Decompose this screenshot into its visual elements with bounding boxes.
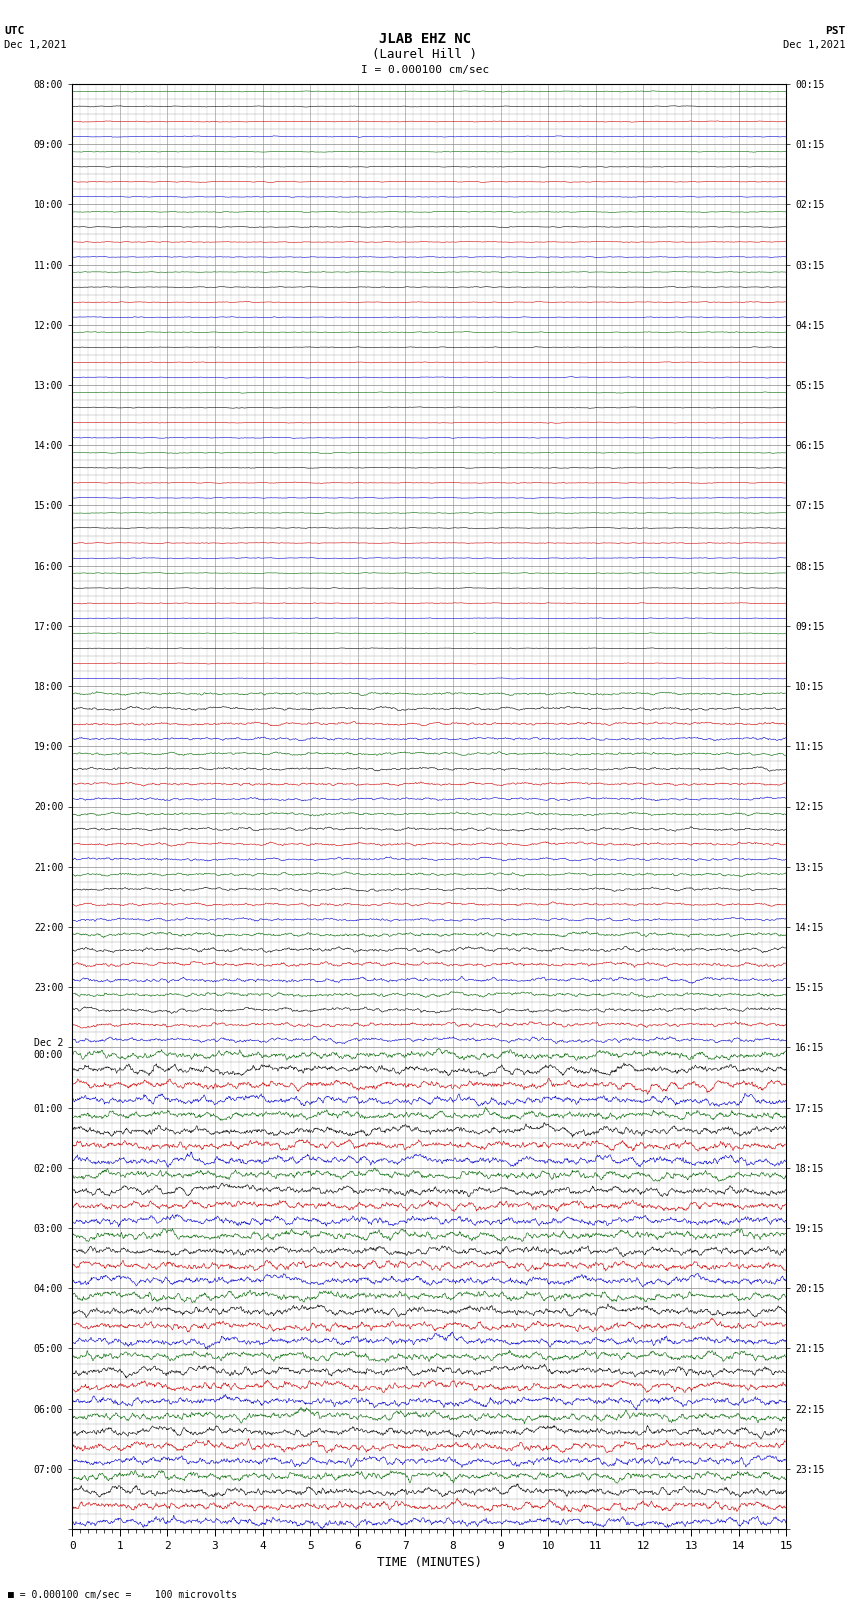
Text: Dec 1,2021: Dec 1,2021 [783, 40, 846, 50]
Text: PST: PST [825, 26, 846, 35]
X-axis label: TIME (MINUTES): TIME (MINUTES) [377, 1557, 482, 1569]
Text: Dec 1,2021: Dec 1,2021 [4, 40, 67, 50]
Text: I = 0.000100 cm/sec: I = 0.000100 cm/sec [361, 65, 489, 74]
Text: JLAB EHZ NC: JLAB EHZ NC [379, 32, 471, 47]
Text: UTC: UTC [4, 26, 25, 35]
Text: (Laurel Hill ): (Laurel Hill ) [372, 48, 478, 61]
Text: ■ = 0.000100 cm/sec =    100 microvolts: ■ = 0.000100 cm/sec = 100 microvolts [8, 1590, 238, 1600]
